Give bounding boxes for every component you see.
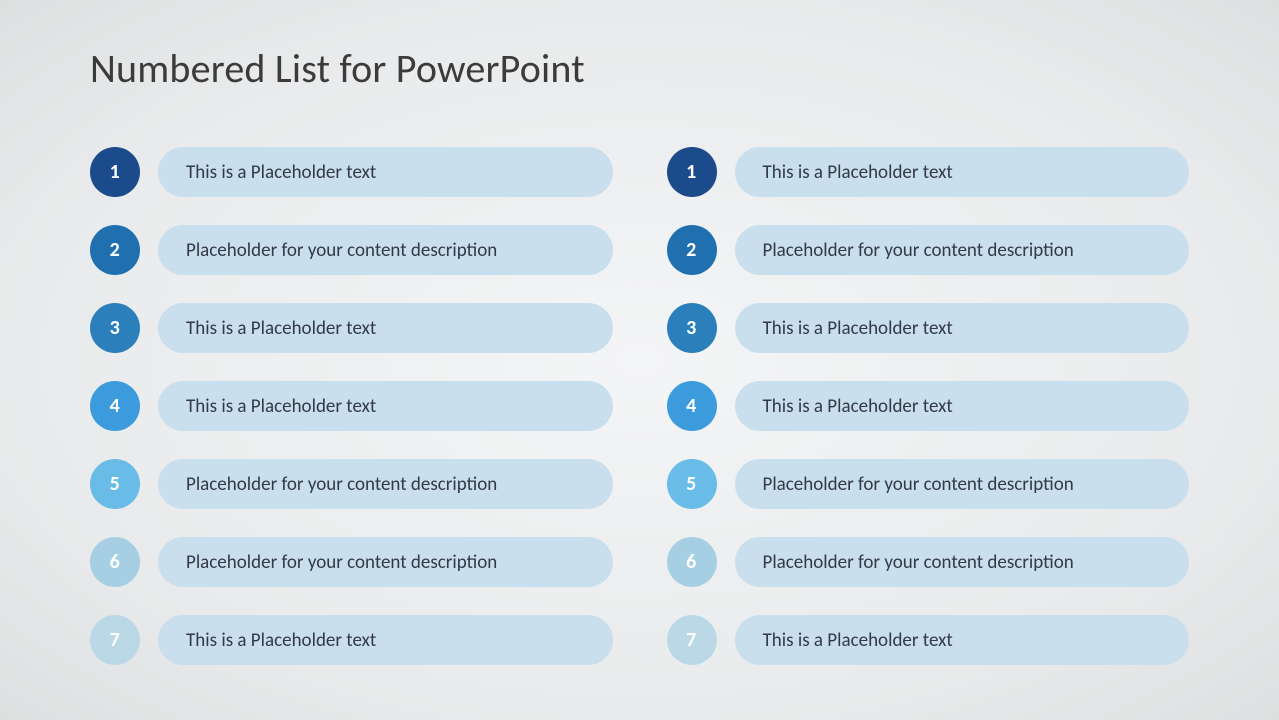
item-text: This is a Placeholder text [186,395,376,418]
number-badge: 7 [90,615,140,665]
item-text: Placeholder for your content description [186,239,497,262]
number-badge: 1 [667,147,717,197]
number-badge: 4 [667,381,717,431]
item-text: Placeholder for your content description [763,473,1074,496]
item-pill: This is a Placeholder text [158,615,613,665]
number-badge: 5 [90,459,140,509]
item-pill: This is a Placeholder text [735,381,1190,431]
number-badge: 3 [90,303,140,353]
item-pill: This is a Placeholder text [735,303,1190,353]
slide: Numbered List for PowerPoint 1 This is a … [0,0,1279,720]
item-text: Placeholder for your content description [186,551,497,574]
number-badge: 2 [667,225,717,275]
item-pill: Placeholder for your content description [158,537,613,587]
list-row: 7 This is a Placeholder text [667,615,1190,665]
list-row: 2 Placeholder for your content descriptio… [90,225,613,275]
number-badge: 7 [667,615,717,665]
item-pill: This is a Placeholder text [735,615,1190,665]
item-text: Placeholder for your content description [763,239,1074,262]
list-row: 6 Placeholder for your content descriptio… [667,537,1190,587]
list-row: 7 This is a Placeholder text [90,615,613,665]
item-text: This is a Placeholder text [186,161,376,184]
item-text: This is a Placeholder text [763,629,953,652]
item-text: This is a Placeholder text [763,317,953,340]
item-text: This is a Placeholder text [186,317,376,340]
item-pill: This is a Placeholder text [158,303,613,353]
item-pill: This is a Placeholder text [158,381,613,431]
number-badge: 4 [90,381,140,431]
list-row: 4 This is a Placeholder text [667,381,1190,431]
column-left: 1 This is a Placeholder text 2 Placeholder … [90,147,613,693]
list-row: 6 Placeholder for your content descriptio… [90,537,613,587]
column-right: 1 This is a Placeholder text 2 Placeholder … [667,147,1190,693]
item-text: Placeholder for your content description [763,551,1074,574]
list-row: 4 This is a Placeholder text [90,381,613,431]
item-pill: Placeholder for your content description [735,225,1190,275]
item-pill: This is a Placeholder text [158,147,613,197]
item-pill: Placeholder for your content description [735,537,1190,587]
item-pill: This is a Placeholder text [735,147,1190,197]
list-row: 5 Placeholder for your content descriptio… [667,459,1190,509]
columns: 1 This is a Placeholder text 2 Placeholder … [90,147,1189,693]
item-pill: Placeholder for your content description [735,459,1190,509]
item-text: This is a Placeholder text [763,161,953,184]
slide-title: Numbered List for PowerPoint [90,44,1189,93]
list-row: 1 This is a Placeholder text [90,147,613,197]
item-text: Placeholder for your content description [186,473,497,496]
list-row: 2 Placeholder for your content descriptio… [667,225,1190,275]
number-badge: 6 [90,537,140,587]
item-text: This is a Placeholder text [186,629,376,652]
number-badge: 5 [667,459,717,509]
item-pill: Placeholder for your content description [158,459,613,509]
number-badge: 2 [90,225,140,275]
number-badge: 6 [667,537,717,587]
list-row: 3 This is a Placeholder text [90,303,613,353]
number-badge: 3 [667,303,717,353]
list-row: 3 This is a Placeholder text [667,303,1190,353]
list-row: 5 Placeholder for your content descriptio… [90,459,613,509]
item-text: This is a Placeholder text [763,395,953,418]
number-badge: 1 [90,147,140,197]
list-row: 1 This is a Placeholder text [667,147,1190,197]
item-pill: Placeholder for your content description [158,225,613,275]
